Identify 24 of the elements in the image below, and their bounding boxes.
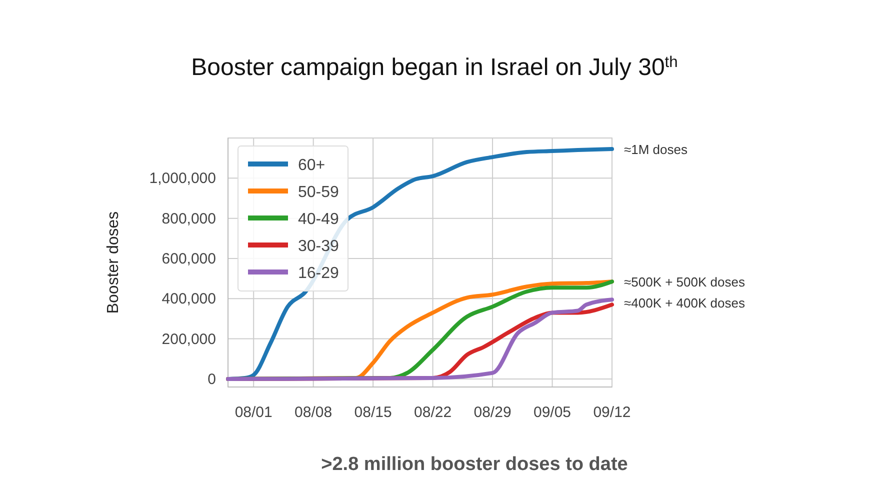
annotation: ≈400K + 400K doses	[624, 296, 746, 311]
y-axis-title: Booster doses	[105, 211, 122, 314]
annotation: ≈1M doses	[624, 142, 688, 158]
y-tick-label: 1,000,000	[149, 170, 216, 188]
annotation: ≈500K + 500K doses	[624, 274, 746, 290]
y-tick-label: 800,000	[162, 210, 216, 228]
chart-title: Booster campaign began in Israel on July 30$^{th}$	[191, 54, 678, 81]
legend-label: 60+	[298, 157, 326, 174]
y-tick-label: 0	[208, 370, 216, 388]
x-tick-label: 08/22	[414, 404, 452, 421]
legend-label: 40-49	[298, 211, 340, 228]
x-tick-label: 08/29	[474, 404, 512, 421]
x-tick-label: 08/15	[354, 404, 392, 421]
legend-label: 50-59	[298, 184, 340, 201]
legend-label: 16-29	[298, 265, 340, 282]
y-tick-label: 400,000	[162, 290, 216, 308]
x-tick-label: 08/01	[234, 404, 272, 421]
x-tick-label: 08/08	[294, 404, 332, 421]
text: >2.8 million booster doses to date	[321, 454, 628, 475]
y-tick-label: 600,000	[162, 250, 216, 268]
y-tick-label: 200,000	[162, 330, 216, 348]
x-tick-label: 09/05	[533, 404, 572, 421]
legend-label: 30-39	[298, 238, 340, 255]
x-tick-label: 09/12	[593, 404, 631, 421]
